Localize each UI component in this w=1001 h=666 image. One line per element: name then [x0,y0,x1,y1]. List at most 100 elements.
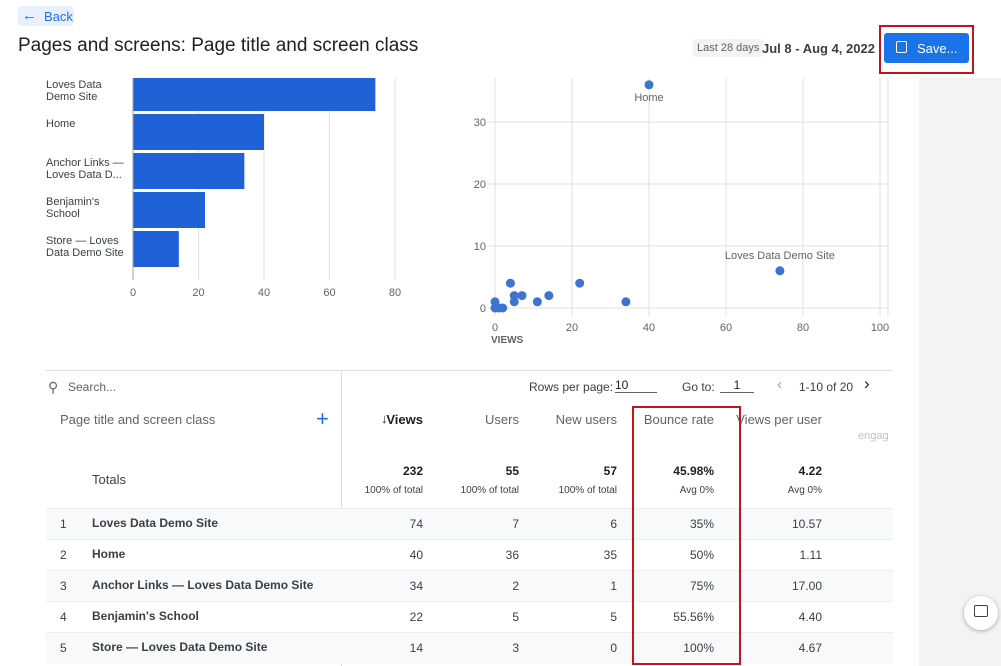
row-index: 5 [60,641,67,655]
goto-label: Go to: [682,380,715,394]
sort-arrow: ↓ [381,411,388,426]
cell: 7 [512,517,519,531]
bar-category-label: Benjamin's School [46,196,100,220]
next-page[interactable]: › [864,374,870,393]
save-label: Save... [917,41,958,56]
cell: 4.67 [798,641,822,655]
save-icon [896,41,907,53]
add-dimension[interactable]: + [316,406,329,431]
table-row [46,632,893,664]
column-header: engag [858,430,889,442]
total-note: 100% of total [460,485,519,496]
date-range[interactable]: Jul 8 - Aug 4, 2022 [762,41,875,56]
row-index: 4 [60,610,67,624]
y-tick-label: 0 [480,303,486,315]
row-index: 3 [60,579,67,593]
total-value: 57 [603,464,617,478]
bar [133,114,264,150]
cell: 22 [409,610,423,624]
x-tick-label: 80 [389,287,401,299]
search-input[interactable]: Search... [68,380,117,394]
cell: 35% [689,517,714,531]
x-tick-label: 60 [720,322,732,334]
cell: 2 [512,579,519,593]
row-name: Store — Loves Data Demo Site [92,640,268,654]
point [517,291,527,301]
table-row [46,570,893,602]
row-name: Benjamin's School [92,609,199,623]
row-name: Anchor Links — Loves Data Demo Site [92,578,314,592]
row-name: Home [92,547,126,561]
cell: 55.56% [673,610,714,624]
total-note: Avg 0% [787,485,822,496]
cell: 40 [409,548,423,562]
x-axis-label: VIEWS [491,335,524,346]
bar [133,75,376,111]
x-tick-label: 40 [258,287,270,299]
column-header[interactable]: Users [485,412,519,427]
point [498,303,508,313]
divider [46,370,893,371]
bar [133,192,206,228]
x-tick-label: 20 [566,322,578,334]
bar-category-label: Loves Data Demo Site [46,79,102,103]
column-header[interactable]: Views per user [736,412,822,427]
total-value: 55 [505,464,519,478]
rows-per-page-select[interactable]: 10 [615,378,657,393]
total-value: 4.22 [798,464,822,478]
table-row [46,508,893,540]
table-row [46,539,893,571]
x-tick-label: 0 [130,287,136,299]
point [532,297,542,307]
save-button[interactable]: Save... [884,33,969,63]
total-value: 45.98% [673,464,714,478]
total-note: Avg 0% [679,485,714,496]
bar [133,231,179,267]
row-index: 2 [60,548,67,562]
column-header[interactable]: Bounce rate [643,412,714,427]
side-panel [919,78,1001,666]
x-tick-label: 40 [643,322,655,334]
point [505,278,515,288]
cell: 1 [610,579,617,593]
cell: 36 [505,548,519,562]
column-header[interactable]: New users [555,412,617,427]
dimension-header[interactable]: Page title and screen class [60,412,216,427]
y-tick-label: 20 [474,179,486,191]
bar-category-label: Anchor Links — Loves Data D... [46,157,124,181]
header: ← Back Pages and screens: Page title and… [0,0,1001,78]
prev-page[interactable]: ‹ [777,376,782,393]
rows-per-page-label: Rows per page: [529,380,614,394]
cell: 17.00 [791,579,822,593]
goto-input[interactable]: 1 [720,378,754,393]
x-tick-label: 60 [323,287,335,299]
totals-label: Totals [92,472,126,487]
cell: 74 [409,517,423,531]
back-label: Back [44,9,73,24]
bar [133,153,245,189]
point [509,291,519,301]
back-button[interactable]: ← Back [18,6,74,26]
x-tick-label: 20 [192,287,204,299]
bar-category-label: Home [46,118,76,130]
row-name: Loves Data Demo Site [92,516,219,530]
x-tick-label: 80 [797,322,809,334]
column-header[interactable]: Views [386,412,423,427]
feedback-button[interactable] [964,596,998,630]
cell: 35 [603,548,617,562]
point [644,80,654,90]
feedback-icon [974,605,988,617]
cell: 5 [512,610,519,624]
point-label: Home [634,92,663,104]
cell: 5 [610,610,617,624]
point [775,266,785,276]
bar-category-label: Store — Loves Data Demo Site [46,235,124,259]
date-label: Last 28 days [693,39,764,57]
cell: 0 [610,641,617,655]
point [621,297,631,307]
total-note: 100% of total [558,485,617,496]
cell: 34 [409,579,423,593]
back-arrow: ← [22,7,37,24]
cell: 14 [409,641,423,655]
